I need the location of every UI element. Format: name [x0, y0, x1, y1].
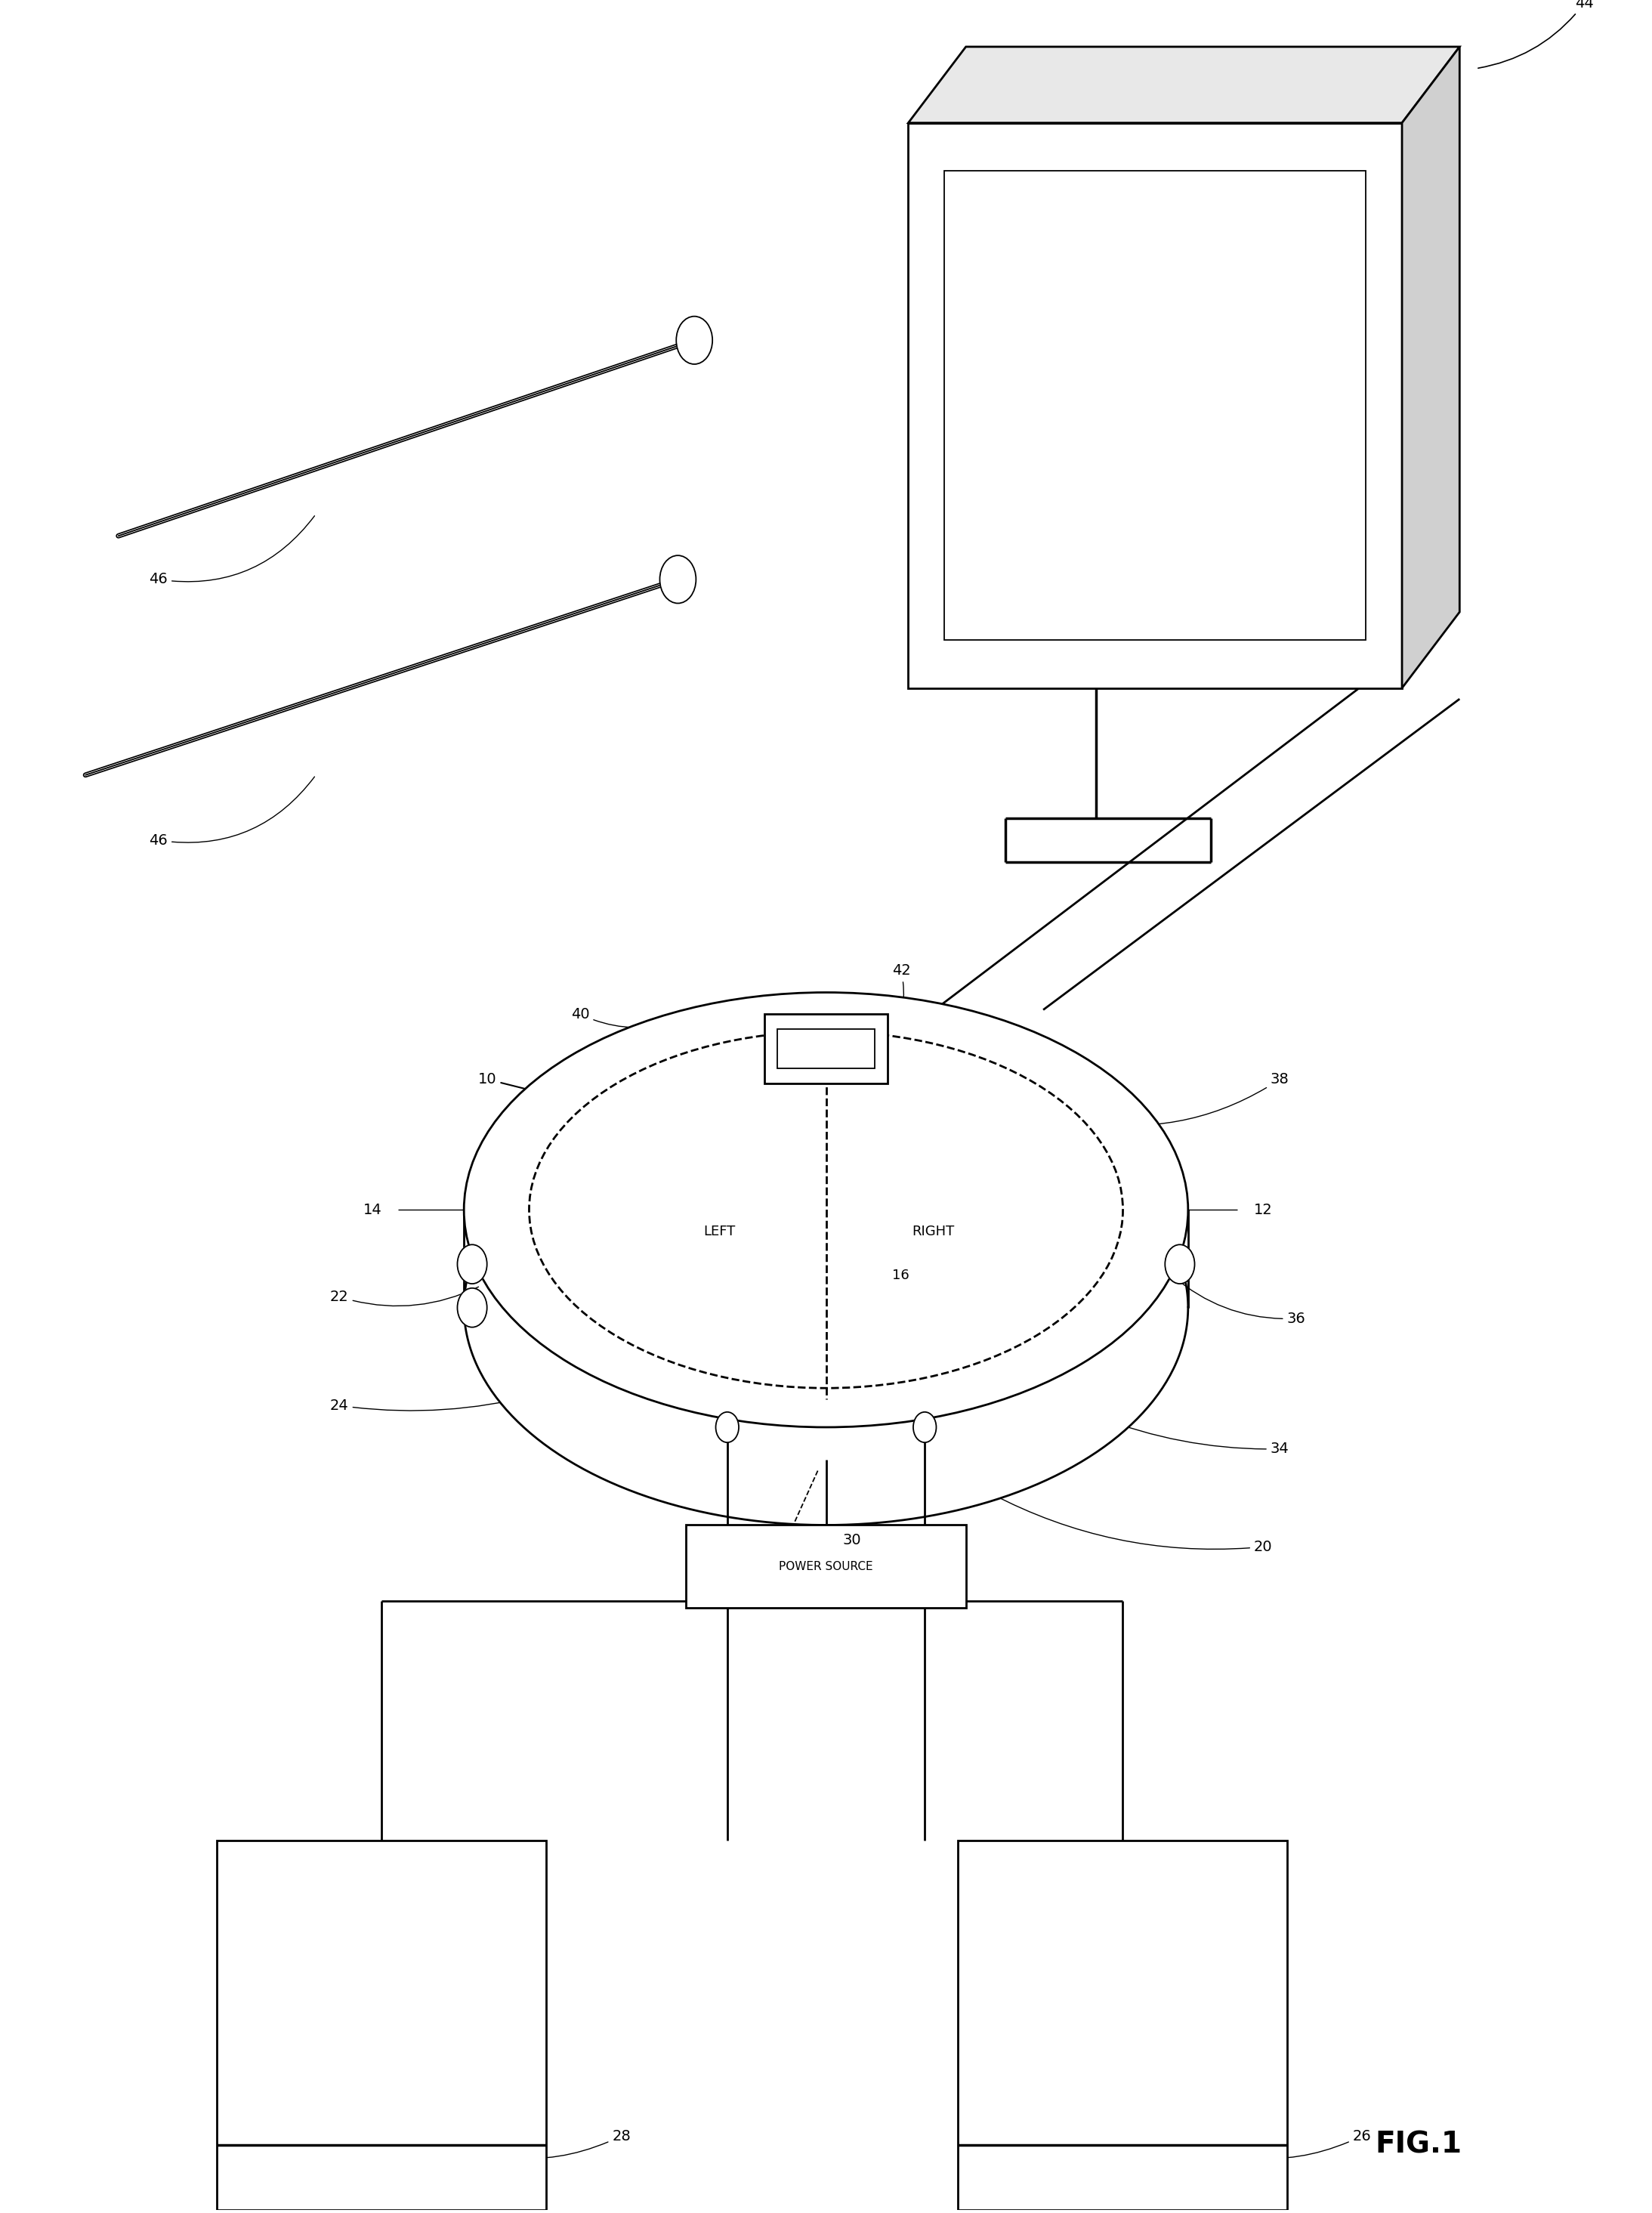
Text: 26: 26	[1156, 2118, 1371, 2158]
Text: 24: 24	[330, 1394, 534, 1412]
Text: LEFT: LEFT	[704, 1224, 735, 1239]
Text: 16: 16	[892, 1268, 909, 1281]
Text: 10: 10	[479, 1073, 657, 1124]
Text: 30: 30	[843, 1534, 861, 1547]
Circle shape	[715, 1412, 738, 1443]
Polygon shape	[909, 124, 1403, 688]
FancyBboxPatch shape	[765, 1014, 887, 1084]
Text: 46: 46	[149, 516, 314, 586]
Text: 12: 12	[1254, 1202, 1272, 1217]
Text: 36: 36	[1173, 1277, 1305, 1326]
Text: RIGHT: RIGHT	[912, 1224, 955, 1239]
Text: 44: 44	[1479, 0, 1594, 69]
Text: 22: 22	[330, 1286, 479, 1306]
Text: 38: 38	[1082, 1073, 1289, 1126]
FancyBboxPatch shape	[958, 1841, 1287, 2211]
Text: 40: 40	[572, 1007, 676, 1027]
Ellipse shape	[464, 991, 1188, 1427]
Circle shape	[458, 1288, 487, 1328]
Polygon shape	[909, 46, 1460, 124]
Circle shape	[1165, 1244, 1194, 1284]
Circle shape	[676, 316, 712, 365]
Circle shape	[914, 1412, 937, 1443]
Text: 32: 32	[960, 1421, 1075, 1450]
Text: 14: 14	[363, 1202, 382, 1217]
Text: 46: 46	[149, 777, 314, 848]
FancyBboxPatch shape	[686, 1525, 966, 1607]
Text: 34: 34	[1100, 1416, 1289, 1456]
Text: 28: 28	[416, 2118, 631, 2158]
FancyBboxPatch shape	[216, 1841, 547, 2211]
Polygon shape	[1403, 46, 1460, 688]
Text: 42: 42	[889, 963, 910, 1047]
Text: FIG.1: FIG.1	[1374, 2131, 1462, 2160]
Polygon shape	[464, 1211, 1188, 1525]
Text: POWER SOURCE: POWER SOURCE	[780, 1560, 872, 1571]
Circle shape	[458, 1244, 487, 1284]
Circle shape	[659, 555, 695, 604]
Text: 20: 20	[991, 1494, 1272, 1554]
Text: 18: 18	[620, 1264, 725, 1281]
